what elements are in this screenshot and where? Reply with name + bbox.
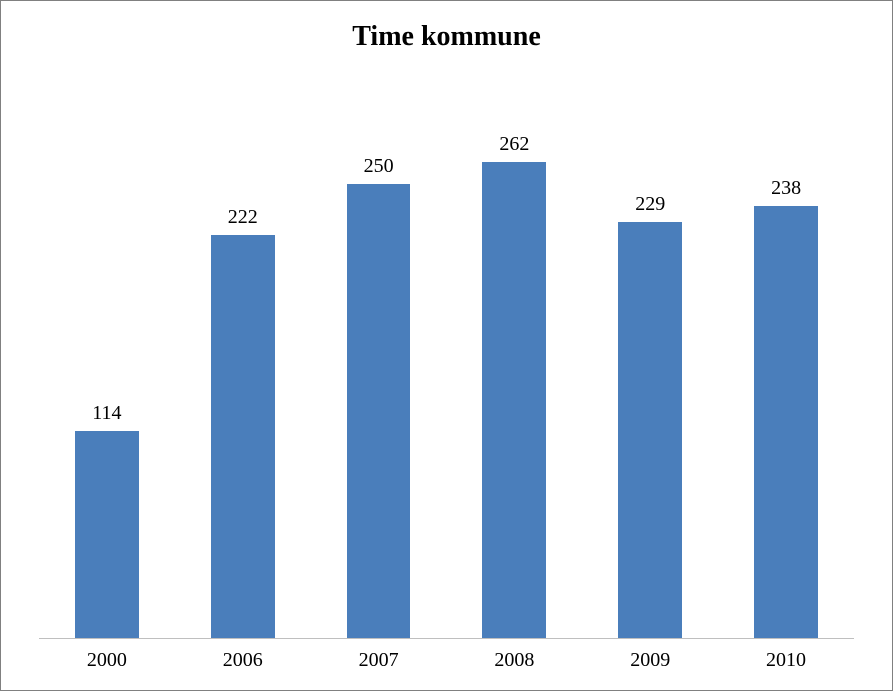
bar-value-label: 229: [582, 193, 718, 216]
x-baseline: [39, 638, 854, 639]
x-axis-label: 2010: [718, 649, 854, 672]
bar: [211, 235, 275, 639]
x-axis-label: 2008: [446, 649, 582, 672]
x-axis-label: 2006: [175, 649, 311, 672]
plot-wrap: 114 222 250262 229238 200020062007200820092…: [19, 71, 874, 672]
x-axis: 200020062007200820092010: [39, 639, 854, 672]
chart-frame: Time kommune 114 222 250262 229238 20002006…: [0, 0, 893, 691]
bar: [75, 431, 139, 639]
bar: [482, 162, 546, 639]
bar-value-label: 238: [718, 177, 854, 200]
chart-title: Time kommune: [19, 21, 874, 53]
bar: [754, 206, 818, 639]
bar-value-label: 250: [311, 155, 447, 178]
bar-slot: 250: [311, 111, 447, 639]
plot-area: 114 222 250262 229238: [39, 111, 854, 639]
bar: [618, 222, 682, 639]
bar-slot: 238: [718, 111, 854, 639]
bar: [347, 184, 411, 639]
bar-value-label: 262: [447, 133, 583, 156]
bar-slot: 262: [447, 111, 583, 639]
bar-slot: 222: [175, 111, 311, 639]
bar-slot: 229: [582, 111, 718, 639]
bar-value-label: 114: [39, 402, 175, 425]
bar-value-label: 222: [175, 206, 311, 229]
x-axis-label: 2000: [39, 649, 175, 672]
x-axis-label: 2007: [311, 649, 447, 672]
x-axis-label: 2009: [582, 649, 718, 672]
bar-slot: 114: [39, 111, 175, 639]
bars-layer: 114 222 250262 229238: [39, 111, 854, 639]
